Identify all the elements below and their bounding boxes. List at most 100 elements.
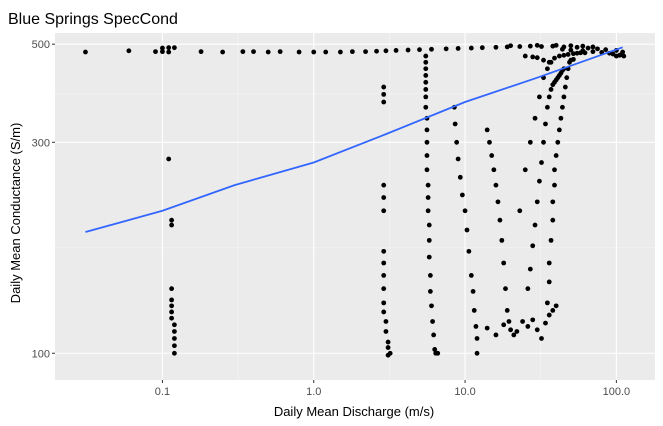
data-point — [619, 52, 624, 57]
data-point — [198, 49, 204, 55]
trend-line — [85, 46, 623, 233]
data-point — [425, 208, 431, 214]
data-point — [574, 44, 580, 50]
data-point — [530, 317, 536, 323]
x-axis-label: Daily Mean Discharge (m/s) — [274, 404, 434, 419]
data-point — [550, 199, 556, 205]
y-tick-label: 300 — [32, 137, 50, 149]
data-point — [160, 49, 165, 55]
data-point — [534, 199, 540, 205]
data-point — [169, 309, 175, 315]
y-axis-ticks: 100 300 500 — [32, 39, 55, 360]
data-point — [468, 272, 474, 278]
data-point — [423, 73, 429, 78]
data-point — [452, 121, 458, 127]
x-tick-label: 1.0 — [306, 386, 321, 398]
data-point — [424, 153, 430, 158]
data-point — [169, 297, 175, 303]
data-point — [432, 347, 438, 352]
data-point — [468, 45, 474, 51]
data-point — [571, 56, 576, 62]
data-point — [427, 289, 433, 294]
data-point — [595, 46, 600, 52]
data-point — [160, 45, 165, 51]
data-point — [374, 48, 379, 54]
data-point — [539, 44, 544, 49]
data-point — [532, 222, 538, 228]
data-point — [511, 332, 517, 338]
y-axis-label: Daily Mean Conductance (S/m) — [8, 123, 23, 304]
data-point — [527, 43, 533, 49]
plot-panel — [55, 33, 655, 380]
data-point — [550, 217, 556, 223]
data-point — [552, 167, 557, 173]
data-point — [544, 104, 550, 110]
data-point — [251, 49, 256, 55]
panel-background — [55, 33, 655, 380]
data-point — [172, 336, 177, 341]
data-point — [530, 54, 536, 60]
data-point — [525, 324, 531, 329]
data-point — [508, 327, 514, 333]
data-point — [393, 48, 399, 53]
data-point — [517, 208, 523, 214]
y-tick-label: 100 — [32, 348, 50, 360]
data-point — [166, 49, 172, 55]
data-point — [484, 127, 490, 133]
data-point — [425, 195, 431, 200]
data-point — [532, 115, 538, 121]
data-point — [546, 260, 552, 266]
data-point — [565, 52, 571, 57]
data-point — [172, 329, 177, 334]
x-tick-label: 0.1 — [155, 386, 170, 398]
data-point — [543, 320, 548, 326]
data-point — [417, 47, 422, 53]
data-point — [424, 139, 430, 145]
data-point — [381, 272, 387, 278]
data-point — [423, 59, 429, 65]
data-point — [470, 289, 476, 294]
data-point — [537, 94, 542, 100]
data-point — [277, 49, 283, 55]
data-point — [426, 254, 432, 260]
data-point — [568, 43, 574, 49]
data-point — [552, 55, 557, 61]
data-point — [541, 139, 546, 145]
data-point — [491, 167, 497, 173]
data-point — [363, 49, 368, 55]
data-point — [169, 286, 175, 292]
data-point — [427, 272, 433, 278]
data-point — [381, 260, 387, 266]
data-point — [546, 94, 552, 100]
data-point — [497, 217, 503, 223]
data-point — [431, 332, 437, 338]
data-point — [544, 300, 550, 306]
data-point — [459, 192, 465, 198]
data-point — [560, 46, 565, 52]
data-point — [169, 315, 175, 321]
data-point — [530, 243, 536, 249]
data-point — [484, 325, 490, 331]
data-point — [311, 49, 317, 55]
data-point — [381, 84, 387, 90]
data-point — [539, 336, 544, 341]
data-point — [553, 303, 559, 309]
data-point — [474, 336, 480, 341]
data-point — [504, 308, 510, 313]
data-point — [493, 332, 499, 338]
data-point — [508, 43, 514, 49]
data-point — [425, 182, 431, 188]
data-point — [169, 303, 175, 309]
data-point — [520, 319, 525, 324]
data-point — [296, 49, 302, 55]
data-point — [126, 48, 132, 54]
data-point — [534, 327, 540, 333]
data-point — [435, 350, 441, 356]
data-point — [501, 322, 507, 328]
data-point — [548, 237, 554, 243]
data-point — [471, 308, 477, 313]
data-point — [454, 139, 460, 145]
data-point — [381, 300, 387, 306]
data-point — [534, 55, 540, 61]
